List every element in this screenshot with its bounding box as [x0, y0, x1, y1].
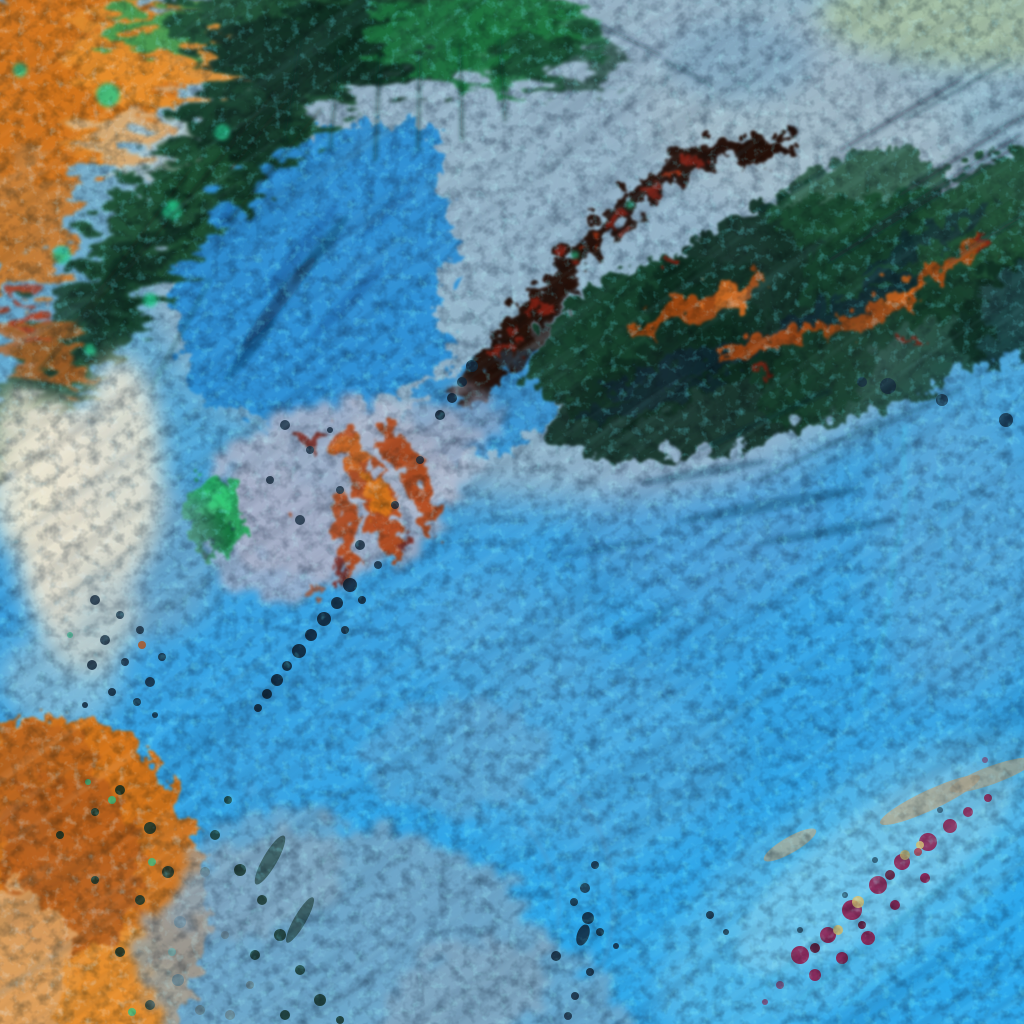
texture-mottle — [0, 0, 1024, 1024]
satellite-image: False-color satellite terrain imagery: m… — [0, 0, 1024, 1024]
